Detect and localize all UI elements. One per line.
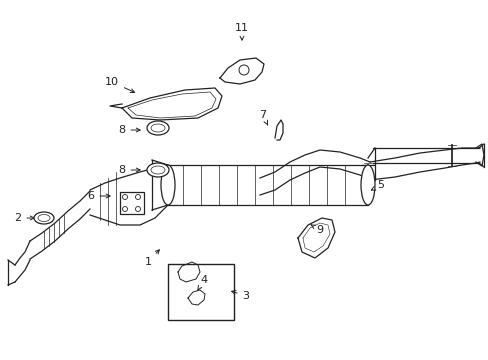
Text: 3: 3 bbox=[231, 291, 249, 301]
Text: 2: 2 bbox=[15, 213, 34, 223]
Bar bbox=[120, 192, 143, 214]
Text: 8: 8 bbox=[118, 125, 140, 135]
Ellipse shape bbox=[147, 121, 169, 135]
Text: 6: 6 bbox=[87, 191, 110, 201]
Ellipse shape bbox=[161, 165, 175, 205]
Bar bbox=[168, 264, 234, 320]
Text: 1: 1 bbox=[144, 250, 159, 267]
Text: 7: 7 bbox=[259, 110, 267, 125]
Ellipse shape bbox=[360, 165, 374, 205]
Ellipse shape bbox=[34, 212, 54, 224]
Ellipse shape bbox=[147, 163, 169, 177]
Text: 9: 9 bbox=[310, 225, 323, 235]
Text: 11: 11 bbox=[235, 23, 248, 40]
Text: 8: 8 bbox=[118, 165, 140, 175]
Text: 5: 5 bbox=[371, 180, 384, 190]
Text: 10: 10 bbox=[105, 77, 134, 93]
Text: 4: 4 bbox=[197, 275, 207, 290]
